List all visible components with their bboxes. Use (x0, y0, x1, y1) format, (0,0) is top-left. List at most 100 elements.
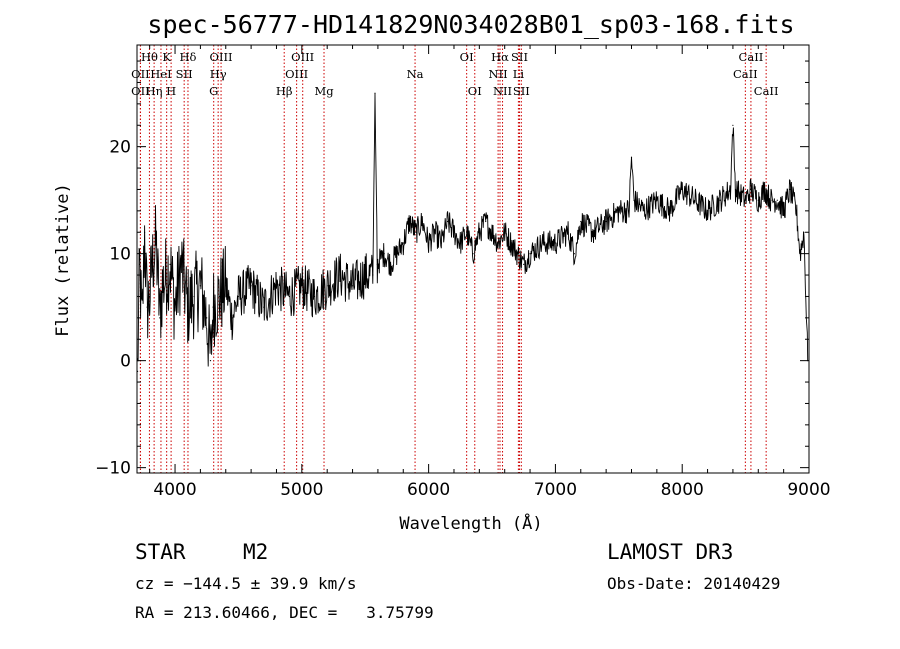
spectrum-point (402, 242, 404, 244)
spectral-line-label: OII (131, 84, 150, 98)
spectral-line-label: Hδ (179, 50, 196, 64)
spectral-line-label: OIII (291, 50, 314, 64)
spectrum-point (165, 274, 167, 276)
observation-date: Obs-Date: 20140429 (607, 574, 781, 593)
spectrum-point (421, 220, 423, 223)
spectral-line-label: OII (131, 67, 150, 81)
spectral-line-label: K (162, 50, 171, 64)
spectrum-point (434, 231, 436, 233)
spectrum-point (803, 231, 805, 233)
spectrum-point (789, 188, 791, 190)
spectrum-point (149, 295, 151, 298)
spectrum-point (734, 188, 737, 190)
spectrum-point (415, 231, 417, 233)
spectral-line-label: Hη (146, 84, 163, 98)
object-subclass: M2 (243, 540, 269, 564)
series-group (137, 92, 809, 372)
x-tick-label: 7000 (534, 480, 577, 500)
spectrum-point (656, 199, 658, 201)
spectrum-point (169, 263, 171, 265)
spectrum-point (628, 210, 630, 212)
spectrum-point (707, 210, 709, 212)
coordinates: RA = 213.60466, DEC = 3.75799 (135, 603, 434, 622)
spectrum-point (372, 274, 374, 276)
spectrum-point (187, 306, 189, 308)
spectral-line-label: SII (511, 50, 528, 64)
spectrum-point (750, 188, 752, 190)
spectrum-point (472, 253, 474, 255)
spectrum-point (732, 124, 734, 126)
spectral-line-label: OIII (210, 50, 233, 64)
spectrum-point (605, 220, 607, 223)
spectrum-point (138, 263, 141, 265)
spectrum-point (523, 263, 525, 265)
survey-name: LAMOST DR3 (607, 540, 734, 564)
spectrum-point (193, 295, 195, 298)
spectral-line-label: HeI (150, 67, 171, 81)
spectrum-point (440, 242, 442, 244)
spectrum-point (580, 220, 582, 223)
spectrum-point (199, 285, 201, 287)
y-tick-label: 10 (109, 245, 131, 265)
spectrum-point (719, 199, 721, 201)
spectrum-point (409, 220, 411, 223)
y-tick-label: 20 (109, 138, 131, 158)
spectral-line-label: CaII (733, 67, 758, 81)
spectral-line-label: Hα (491, 50, 509, 64)
spectrum-point (516, 253, 519, 255)
y-tick-label: 0 (120, 352, 131, 372)
spectrum-point (301, 285, 303, 287)
spectrum-point (795, 210, 797, 212)
spectrum-point (529, 253, 531, 255)
spectrum-point (159, 317, 161, 319)
spectral-line-label: CaII (739, 50, 764, 64)
spectrum-point (383, 253, 385, 255)
spectrum-point (428, 242, 430, 244)
spectrum-point (618, 210, 620, 212)
spectrum-point (144, 231, 146, 233)
x-tick-label: 5000 (280, 480, 323, 500)
spectral-line-label: OI (460, 50, 474, 64)
spectrum-point (466, 231, 468, 233)
spectral-line-label: NII (493, 84, 512, 98)
spectrum-point (681, 188, 683, 190)
spectrum-point (510, 242, 512, 244)
spectrum-point (764, 188, 766, 190)
y-tick-label: −10 (95, 459, 131, 479)
spectrum-point (497, 242, 499, 244)
spectral-line-label: OIII (285, 67, 308, 81)
spectral-line-label: CaII (754, 84, 779, 98)
spectrum-point (237, 295, 239, 298)
spectrum-point (250, 285, 252, 287)
spectrum-point (504, 231, 506, 233)
spectrum-point (212, 306, 214, 308)
spectrum-point (209, 360, 212, 362)
spectrum-point (218, 295, 220, 298)
spectrum-point (729, 188, 732, 190)
spectrum-point (206, 317, 208, 319)
spectrum-point (174, 306, 176, 308)
spectral-line-label: SII (176, 67, 193, 81)
spectrum-point (313, 295, 316, 298)
spectrum-point (668, 210, 671, 212)
spectrum-point (374, 92, 376, 94)
spectrum-series-line (137, 93, 809, 367)
spectrum-point (478, 231, 480, 233)
spectrum-point (326, 285, 328, 287)
axis-ticks (137, 45, 810, 473)
spectrum-point (776, 199, 778, 201)
spectral-line-label: H (166, 84, 176, 98)
spectrum-point (447, 220, 449, 223)
plot-frame (136, 44, 810, 474)
spectrum-point (573, 253, 576, 255)
spectrum-point (783, 210, 785, 212)
spectrum-point (745, 199, 747, 201)
spectral-line-label: OI (468, 84, 482, 98)
spectrum-point (694, 199, 696, 201)
spectrum-point (263, 306, 265, 308)
object-class: STAR (135, 540, 186, 564)
x-tick-label: 4000 (153, 480, 196, 500)
spectrum-point (339, 274, 341, 276)
spectrum-point (630, 156, 633, 158)
